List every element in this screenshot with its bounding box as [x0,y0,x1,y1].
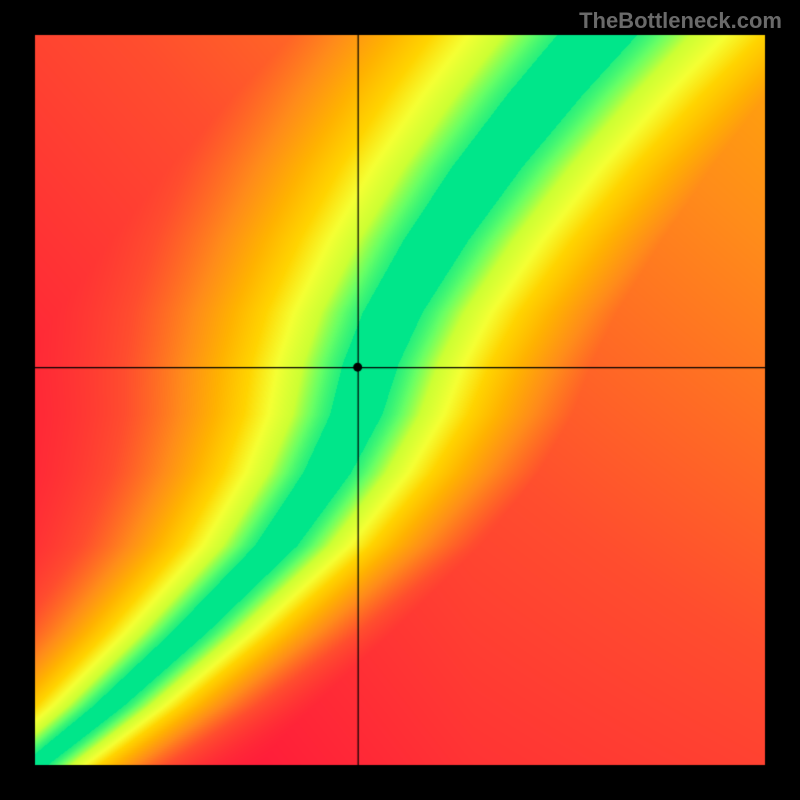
heatmap-canvas [0,0,800,800]
watermark: TheBottleneck.com [579,8,782,34]
